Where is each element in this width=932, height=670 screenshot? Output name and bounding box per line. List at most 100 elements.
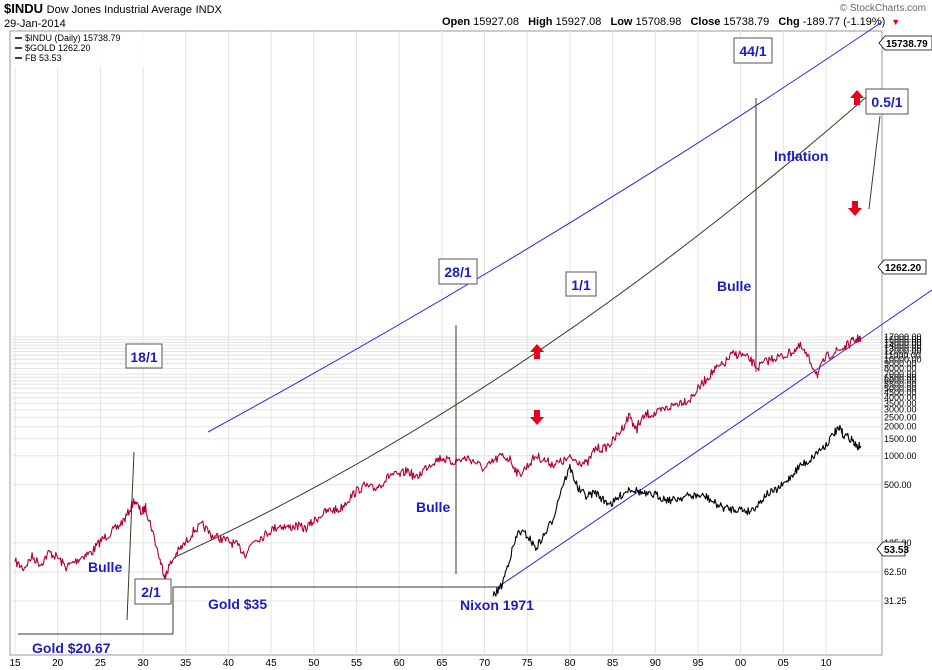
ratio-18-1-text: 18/1 <box>130 349 157 365</box>
x-tick-60: 60 <box>394 658 406 669</box>
x-tick-55: 55 <box>351 658 363 669</box>
x-tick-65: 65 <box>436 658 448 669</box>
tag-gold-text: 1262.20 <box>885 263 922 274</box>
low-value: 15708.98 <box>635 16 682 28</box>
y-tick-12: 5000.00 <box>884 383 917 393</box>
tag-indu: 15738.79 <box>878 35 932 51</box>
x-tick-00: 00 <box>735 658 747 669</box>
x-tick-50: 50 <box>308 658 320 669</box>
chg-value: -189.77 (-1.19%) <box>802 16 886 28</box>
x-tick-85: 85 <box>607 658 619 669</box>
ratio-0-5-1-text: 0.5/1 <box>871 94 902 110</box>
tag-indu-text: 15738.79 <box>886 39 928 50</box>
y-tick-14: 6000.00 <box>884 376 917 386</box>
high-label: High <box>528 16 553 28</box>
y-tick-7: 2500.00 <box>884 412 917 422</box>
low-label: Low <box>610 16 633 28</box>
x-tick-45: 45 <box>266 658 278 669</box>
arrow-up-1975 <box>530 344 544 359</box>
chart-date: 29-Jan-2014 <box>4 18 66 30</box>
y-tick-11: 4500.00 <box>884 388 917 398</box>
x-tick-05: 05 <box>778 658 790 669</box>
exchange: INDX <box>195 4 222 16</box>
y-tick-6: 2000.00 <box>884 422 917 432</box>
x-tick-25: 25 <box>95 658 107 669</box>
legend-gold: $GOLD 1262.20 <box>25 43 91 53</box>
x-tick-20: 20 <box>52 658 64 669</box>
x-tick-10: 10 <box>820 658 832 669</box>
y-tick-3: 500.00 <box>884 480 912 490</box>
y-tick-9: 3500.00 <box>884 398 917 408</box>
y-tick-25: 16000.00 <box>884 335 922 345</box>
y-tick-1: 62.50 <box>884 567 907 577</box>
y-tick-10: 4000.00 <box>884 393 917 403</box>
y-tick-8: 3000.00 <box>884 405 917 415</box>
x-tick-70: 70 <box>479 658 491 669</box>
ratio-44-1: 44/1 <box>733 37 773 64</box>
ratio-28-1-text: 28/1 <box>444 264 471 280</box>
ratio-44-1-text: 44/1 <box>739 43 766 59</box>
stockcharts-brand[interactable]: © StockCharts.com <box>839 3 926 14</box>
x-tick-30: 30 <box>138 658 150 669</box>
y-tick-22: 13000.00 <box>884 343 922 353</box>
x-tick-75: 75 <box>522 658 534 669</box>
x-tick-95: 95 <box>692 658 704 669</box>
y-tick-15: 6500.00 <box>884 372 917 382</box>
legend-fb: FB 53.53 <box>25 53 62 63</box>
arrow-down-1975 <box>530 410 544 425</box>
x-tick-90: 90 <box>650 658 662 669</box>
ratio-0-5-1: 0.5/1 <box>865 88 909 115</box>
ratio-1-1-text: 1/1 <box>571 277 591 293</box>
y-tick-19: 10000.00 <box>884 354 922 364</box>
lower-channel-line <box>497 289 932 588</box>
ratio-2-1: 2/1 <box>134 578 172 605</box>
ratio-pointer-line <box>868 115 881 210</box>
tag-fb: 53.53 <box>876 541 909 557</box>
arrow-up-2012 <box>850 90 864 105</box>
open-label: Open <box>442 16 471 28</box>
ratio-28-1: 28/1 <box>438 258 478 285</box>
y-tick-16: 7000.00 <box>884 369 917 379</box>
ratio-2-1-text: 2/1 <box>141 584 161 600</box>
label-inflation: Inflation <box>774 148 828 164</box>
label-nixon-1971: Nixon 1971 <box>460 597 534 613</box>
index-name: Dow Jones Industrial Average <box>46 4 192 16</box>
gold-series-line <box>492 424 862 597</box>
y-tick-23: 14000.00 <box>884 340 922 350</box>
label-bulle-1929: Bulle <box>88 559 122 575</box>
y-axis: 31.2562.50125.00500.001000.001500.002000… <box>884 332 922 606</box>
x-tick-35: 35 <box>180 658 192 669</box>
ratio-18-1: 18/1 <box>125 343 163 369</box>
y-tick-20: 11000.00 <box>884 350 921 360</box>
ratio-1-1: 1/1 <box>565 271 597 297</box>
open-value: 15927.08 <box>473 16 520 28</box>
y-tick-0: 31.25 <box>884 596 907 606</box>
legend: $INDU (Daily) 15738.79 $GOLD 1262.20 FB … <box>12 33 154 67</box>
plot-area <box>9 30 883 656</box>
tag-fb-text: 53.53 <box>884 545 909 556</box>
chg-label: Chg <box>778 16 800 28</box>
x-tick-40: 40 <box>223 658 235 669</box>
legend-indu: $INDU (Daily) 15738.79 <box>25 33 121 43</box>
label-gold-20-67: Gold $20.67 <box>32 640 111 656</box>
x-tick-80: 80 <box>564 658 576 669</box>
chart-title: $INDU Dow Jones Industrial Average INDX <box>4 1 222 16</box>
y-tick-26: 17000.00 <box>884 332 922 342</box>
y-tick-5: 1500.00 <box>884 434 917 444</box>
y-tick-4: 1000.00 <box>884 451 917 461</box>
y-tick-13: 5500.00 <box>884 379 917 389</box>
trend-line <box>174 91 873 558</box>
x-tick-15: 15 <box>9 658 21 669</box>
tag-gold: 1262.20 <box>877 259 927 275</box>
label-gold-35: Gold $35 <box>208 596 267 612</box>
y-tick-18: 9000.00 <box>884 359 917 369</box>
y-tick-21: 12000.00 <box>884 347 922 357</box>
y-tick-17: 8000.00 <box>884 364 917 374</box>
ohlc-readout: Open 15927.08 High 15927.08 Low 15708.98 Cl… <box>442 16 906 28</box>
x-axis: 15 20 25 30 35 40 45 50 55 60 65 70 75 80 85 90 95 00 05 10 <box>9 658 832 669</box>
label-bulle-1966: Bulle <box>416 499 450 515</box>
close-label: Close <box>690 16 721 28</box>
upper-channel-line <box>207 21 883 433</box>
bulle-1929-line <box>126 451 135 621</box>
